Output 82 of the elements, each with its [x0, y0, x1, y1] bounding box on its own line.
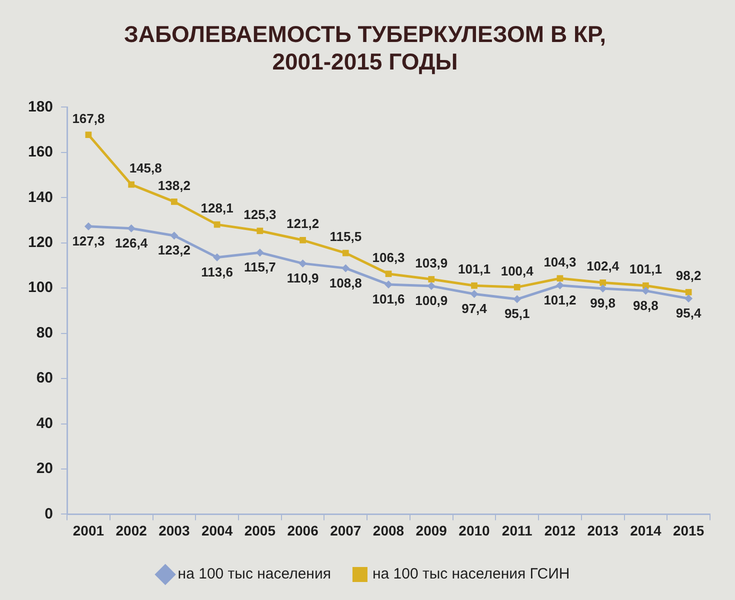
x-tick-label: 2014 — [630, 522, 662, 538]
point — [556, 275, 564, 282]
point — [342, 264, 350, 272]
data-label: 101,6 — [372, 292, 405, 307]
point — [170, 232, 178, 240]
data-label: 101,1 — [458, 262, 491, 277]
data-label: 101,2 — [544, 292, 576, 308]
x-tick-label: 2011 — [502, 522, 533, 538]
point — [514, 284, 520, 290]
point — [385, 270, 392, 278]
y-tick-label: 60 — [36, 370, 54, 387]
point — [600, 279, 606, 286]
point — [471, 282, 478, 289]
data-label: 145,8 — [129, 160, 162, 176]
y-tick-label: 0 — [44, 505, 54, 522]
point — [128, 181, 135, 188]
x-tick-label: 2015 — [672, 522, 704, 538]
x-tick-label: 2010 — [458, 522, 490, 538]
data-label: 97,4 — [462, 301, 488, 316]
point — [256, 228, 264, 234]
legend-label: на 100 тыс населения — [178, 566, 331, 583]
data-label: 95,1 — [504, 306, 530, 322]
x-tick-label: 2003 — [158, 522, 190, 538]
data-label: 103,9 — [415, 255, 448, 270]
x-tick-label: 2002 — [116, 522, 148, 538]
y-tick-label: 160 — [28, 144, 54, 161]
data-label: 128,1 — [200, 200, 234, 216]
point — [84, 222, 92, 230]
x-tick-label: 2008 — [372, 522, 404, 538]
data-label: 113,6 — [201, 264, 233, 280]
data-label: 110,9 — [286, 270, 319, 286]
point — [556, 281, 564, 290]
data-label: 138,2 — [158, 178, 190, 193]
data-label: 101,1 — [629, 262, 662, 277]
data-label: 102,4 — [586, 258, 620, 274]
x-tick-label: 2001 — [72, 522, 104, 538]
point — [171, 198, 178, 205]
x-tick-label: 2007 — [330, 522, 362, 538]
x-tick-label: 2009 — [416, 522, 448, 538]
data-label: 100,9 — [415, 293, 448, 308]
point — [298, 259, 307, 268]
data-label: 108,8 — [329, 275, 362, 290]
point — [85, 132, 92, 138]
data-label: 115,5 — [330, 229, 362, 244]
point — [470, 290, 478, 298]
x-tick-label: 2004 — [201, 522, 233, 538]
data-label: 98,8 — [633, 298, 658, 313]
y-tick-label: 140 — [28, 188, 54, 206]
y-tick-label: 20 — [36, 460, 54, 478]
data-label: 99,8 — [590, 296, 616, 311]
x-tick-label: 2013 — [587, 522, 619, 538]
data-label: 121,2 — [286, 216, 320, 232]
point — [213, 253, 222, 262]
x-tick-label: 2005 — [244, 522, 276, 538]
point — [428, 276, 435, 282]
data-label: 125,3 — [244, 206, 276, 222]
legend-label: на 100 тыс населения ГСИН — [372, 566, 570, 583]
point — [300, 236, 306, 244]
data-label: 127,3 — [72, 233, 105, 248]
x-tick-label: 2006 — [287, 522, 319, 538]
point — [513, 295, 522, 304]
data-label: 106,3 — [372, 250, 405, 265]
y-tick-label: 40 — [36, 414, 54, 432]
data-label: 98,2 — [676, 268, 702, 284]
y-tick-label: 80 — [36, 324, 54, 342]
data-label: 123,2 — [158, 242, 190, 258]
point — [685, 288, 692, 296]
point — [684, 294, 693, 302]
point — [642, 286, 650, 295]
y-tick-label: 100 — [28, 279, 54, 296]
data-label: 100,4 — [500, 263, 534, 278]
point — [342, 250, 349, 256]
x-tick-label: 2012 — [544, 522, 576, 538]
point — [256, 248, 264, 257]
data-label: 95,4 — [676, 306, 702, 321]
data-label: 104,3 — [544, 254, 576, 270]
data-label: 115,7 — [244, 260, 276, 275]
y-tick-label: 120 — [28, 234, 54, 252]
chart-title: ЗАБОЛЕВАЕМОСТЬ ТУБЕРКУЛЕЗОМ В КР, 2001-2015 ГОДЫ — [124, 21, 606, 75]
y-tick-label: 180 — [28, 98, 54, 116]
data-label: 126,4 — [115, 235, 148, 250]
data-label: 167,8 — [72, 110, 105, 126]
